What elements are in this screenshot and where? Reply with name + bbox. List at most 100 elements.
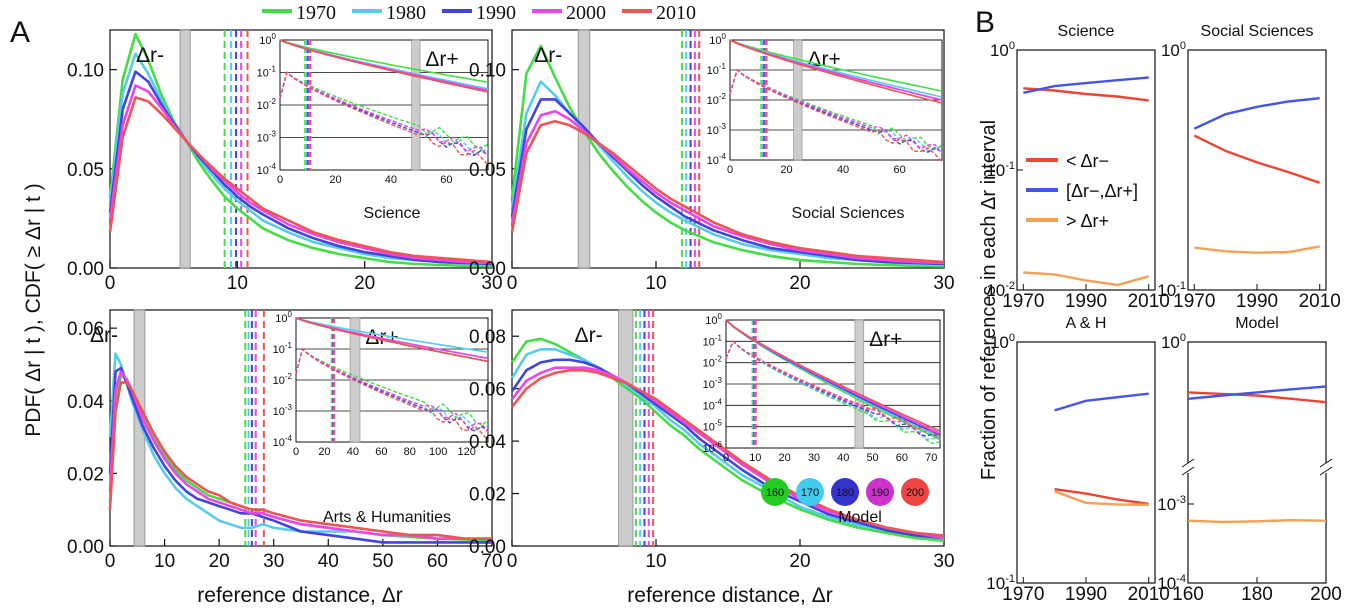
model-legend-label-180: 180 [836,487,854,499]
y-tick-exp: 0 [1009,40,1015,52]
legend-label-2000: 2000 [566,2,606,24]
y-tick-label: 100 [1161,40,1186,60]
series-line-2000 [510,110,945,265]
x-tick-label: 1990 [1065,291,1107,312]
x-tick-label: 0 [105,273,116,294]
panel-title: Social Sciences [1201,23,1314,40]
inset-cdf-1970 [729,39,943,92]
delta-minus-band [577,29,591,269]
panel-A-model: 0 10 20 30 0.00 0.02 0.04 0.06 0.08 Δr- Model 10 -6 1… [469,309,955,572]
axis-break-gap-left [1185,463,1193,473]
y-tick-exp: -1 [1005,160,1015,172]
y-tick-label: 0.06 [67,319,104,340]
series-line-1990 [510,358,945,540]
x-tick-label: 10 [154,551,175,572]
y-tick-label: 0.06 [469,380,506,401]
inset-x-tick-label: 0 [723,452,729,464]
inset-y-tick-exp: -1 [285,341,293,350]
delta-plus-label: Δr+ [869,328,902,351]
inset-y-tick-exp: 0 [272,32,277,41]
inset-x-tick-label: 0 [277,174,283,186]
inset-y-tick-exp: -3 [715,376,723,385]
inset-x-tick-label: 80 [404,446,416,458]
panel-title: Social Sciences [792,205,905,222]
b-legend-label-2: > Δr+ [1066,211,1109,231]
inset-x-tick-label: 40 [837,164,849,176]
model-legend-label-190: 190 [871,487,889,499]
inset-y-tick-exp: -1 [715,333,723,342]
inset-x-tick-label: 60 [440,174,452,186]
delta-minus-label: Δr- [534,44,562,67]
inset-x-tick-label: 50 [866,452,878,464]
legend-label-1980: 1980 [386,2,426,24]
x-tick-label: 20 [789,273,810,294]
panel-A-science: 0 10 20 300.000.050.10Δr-Science10-410-310-… [67,29,503,294]
series-line-2010 [108,96,493,264]
inset-y-tick-label: 10-1 [273,341,293,356]
inset-x-tick-label: 120 [457,446,475,458]
x-tick-label: 200 [1310,584,1342,605]
delta-plus-band [411,39,421,171]
inset-x-tick-label: 20 [780,164,792,176]
y-axis-label: PDF( Δr | t ), CDF( ≥ Δr | t ) [22,183,45,436]
model-legend-label-200: 200 [906,487,924,499]
x-axis-label-left: reference distance, Δr [197,584,402,607]
series-line-2010 [510,119,945,264]
axes-frame [1187,341,1327,584]
y-tick-exp: 0 [1180,332,1186,344]
x-tick-label: 160 [1172,584,1204,605]
y-tick-label: 0.00 [469,259,506,280]
y-tick-label: 100 [990,332,1015,352]
b-series-line-2 [1023,271,1150,287]
inset-cdf-1970 [279,39,489,84]
inset-y-tick-label: 10-3 [703,376,723,391]
inset-cdf-2010 [725,319,941,432]
inset-y-tick-label: 10-5 [703,419,723,434]
series-line-1990 [510,98,945,266]
inset-y-tick-label: 10-2 [703,355,723,370]
axes-frame [511,309,945,547]
x-axis-label-right: reference distance, Δr [627,584,832,607]
legend-label-1990: 1990 [476,2,516,24]
inset-y-tick-label: 100 [275,310,292,325]
b-series-line-1 [1054,392,1149,412]
panel-title: Model [1235,315,1279,332]
axis-break-mark [1319,466,1333,476]
inset-y-tick-label: 10-3 [273,403,293,418]
inset-pdf-1990 [729,68,943,153]
inset-pdf-2010 [729,68,943,162]
x-tick-label: 10 [645,273,666,294]
x-tick-label: 0 [507,273,518,294]
inset-y-tick-label: 10-1 [257,65,277,80]
delta-plus-band [854,319,865,449]
delta-minus-label: Δr- [136,44,164,67]
inset-y-tick-exp: -4 [719,152,727,161]
legend-label-1970: 1970 [296,2,336,24]
inset-x-tick-label: 0 [293,446,299,458]
series-line-2010 [510,368,945,537]
x-tick-label: 10 [645,551,666,572]
inset-y-tick-exp: -2 [269,97,277,106]
b-series-line-1 [1193,97,1320,130]
inset-y-tick-exp: -4 [269,162,277,171]
x-tick-label: 0 [507,551,518,572]
inset-x-tick-label: 20 [779,452,791,464]
panels: 0 10 20 300.000.050.10Δr-Science10-410-310-… [67,23,1342,605]
b-series-line-2 [1187,518,1327,524]
b-series-line-0 [1023,87,1149,102]
inset-y-tick-label: 100 [259,32,276,47]
model-legend-circle-160 [761,478,789,506]
inset-y-tick-label: 10-4 [273,434,293,449]
inset-y-tick-exp: -6 [715,440,723,449]
inset-x-tick-label: 60 [375,446,387,458]
year-legend: 1970 1980 1990 2000 2010 [262,2,696,24]
x-tick-label: 180 [1241,584,1273,605]
inset-y-tick-exp: -5 [715,419,723,428]
inset-y-tick-exp: 0 [288,310,293,319]
axes-frame [1016,341,1156,584]
